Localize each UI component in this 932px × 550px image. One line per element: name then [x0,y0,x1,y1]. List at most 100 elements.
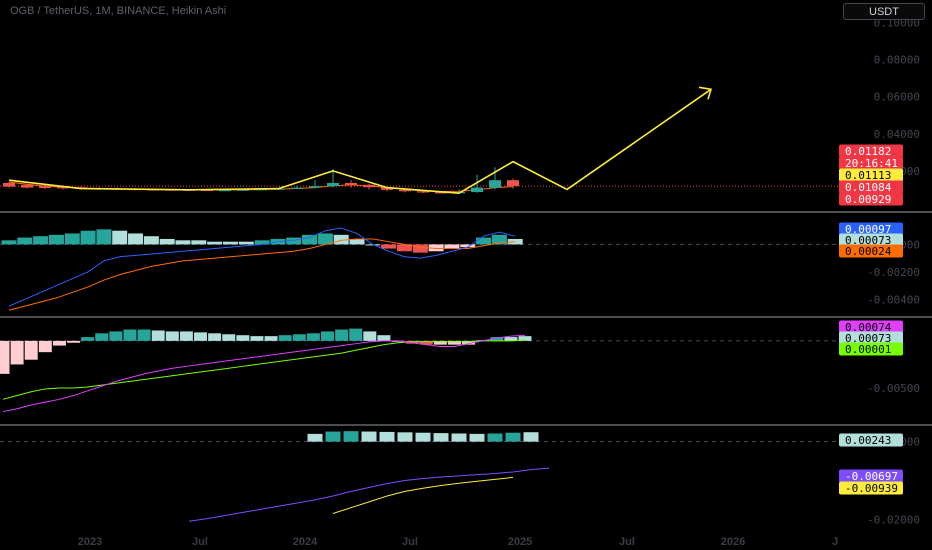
osc-histogram-bar [415,432,431,442]
osc-histogram-bar [487,433,503,442]
macd2-histogram-bar [95,333,109,341]
osc-value-label-bg [839,433,903,447]
macd2-value-label-text: 0.00001 [845,343,891,356]
macd1-value-label-bg [839,233,903,247]
macd2-histogram-bar [38,340,52,353]
osc-histogram-bar [361,431,377,442]
price-value-label: 0.01182 [839,144,903,158]
macd1-histogram-bar [207,241,223,245]
macd1-histogram-bar [381,244,397,249]
x-axis-tick: 2026 [721,536,745,548]
macd1-histogram-bar [396,244,412,252]
macd1-histogram-bar [476,237,492,245]
price-value-label: 20:16:41 [839,156,903,170]
macd2-histogram-bar [349,328,363,341]
price-value-label-bg [839,192,903,206]
macd2-histogram-bar [335,329,349,341]
price-value-label-text: 0.00929 [845,193,891,206]
macd2-histogram-bar [419,340,433,345]
price-candle [309,186,321,188]
macd2-histogram-bar [52,340,66,346]
macd2-value-label: 0.00001 [839,342,903,356]
macd2-histogram-bar [123,329,137,341]
macd1-histogram-bar [128,233,144,245]
price-candle [219,190,231,192]
price-candle [435,192,447,194]
macd2-histogram-bar [151,330,165,341]
macd2-value-label-bg [839,331,903,345]
x-axis-tick: Jul [619,536,635,548]
macd2-histogram-bar [179,331,193,341]
price-candle [201,189,213,192]
x-axis-tick: Jul [192,536,208,548]
macd1-histogram-bar [302,234,318,245]
macd1-value-label: 0.00097 [839,222,903,236]
osc-histogram-bar [469,433,485,442]
price-candle [471,187,483,193]
osc-value-label: -0.00697 [839,469,903,483]
osc-value-label-text: 0.00243 [845,434,891,447]
price-value-label: 0.01084 [839,180,903,194]
macd1-histogram-bar [444,244,460,249]
projection-path [8,88,712,194]
macd1-histogram-bar [254,240,270,245]
price-value-label-bg [839,168,903,182]
osc-value-label: 0.00243 [839,433,903,447]
osc-value-label-bg [839,481,903,495]
macd2-histogram-bar [165,331,179,341]
price-value-label-bg [839,144,903,158]
price-candle [507,180,519,187]
macd1-macd-line [8,227,516,307]
price-candle [255,189,267,191]
macd2-histogram-bar [433,340,447,345]
macd2-histogram-bar [81,337,95,341]
macd2-y-tick: -0.00500 [867,382,920,395]
price-y-tick: 0.04000 [874,128,920,141]
osc-yellow-line [332,476,514,514]
osc-y-tick: -0.02000 [867,513,920,526]
price-value-label-text: 20:16:41 [845,157,898,170]
osc-histogram-bar [451,433,467,442]
macd1-histogram-bar [175,240,191,245]
macd2-signal-line [2,339,526,400]
osc-value-label-bg [839,469,903,483]
macd2-histogram-bar [264,336,278,341]
macd1-value-label-bg [839,244,903,258]
price-candle [237,189,249,191]
macd2-value-label-bg [839,342,903,356]
macd2-histogram-bar [462,340,476,345]
macd2-histogram-bar [236,335,250,341]
macd2-histogram-bar [306,333,320,341]
osc-histogram-bar [325,431,341,442]
osc-histogram-bar [433,433,449,442]
macd1-value-label: 0.00073 [839,233,903,247]
macd1-histogram-bar [143,236,159,245]
macd2-histogram-bar [67,340,81,343]
price-candle [3,182,15,187]
osc-value-label: -0.00939 [839,481,903,495]
macd1-value-label-text: 0.00097 [845,223,891,236]
macd2-histogram-bar [24,340,38,360]
osc-histogram-bar [343,431,359,442]
macd1-histogram-bar [96,229,112,245]
price-y-tick: 0.08000 [874,54,920,67]
price-candle [399,189,411,192]
price-value-label: 0.00929 [839,192,903,206]
macd1-histogram-bar [412,244,428,253]
macd1-histogram-bar [191,240,207,245]
macd1-histogram-bar [333,234,349,245]
macd1-histogram-bar [460,244,476,248]
macd1-histogram-bar [1,240,17,245]
currency-button[interactable]: USDT [843,3,925,20]
macd1-histogram-bar [317,233,333,245]
macd2-histogram-bar [504,337,518,341]
macd2-value-label-text: 0.00073 [845,332,891,345]
macd1-value-label-text: 0.00073 [845,234,891,247]
macd2-histogram-bar [518,336,532,341]
macd1-value-label-text: 0.00024 [845,245,892,258]
macd1-histogram-bar [349,238,365,245]
osc-value-label-text: -0.00939 [845,482,898,495]
macd2-histogram-bar [0,340,10,374]
macd1-y-tick: -0.00400 [867,293,920,306]
